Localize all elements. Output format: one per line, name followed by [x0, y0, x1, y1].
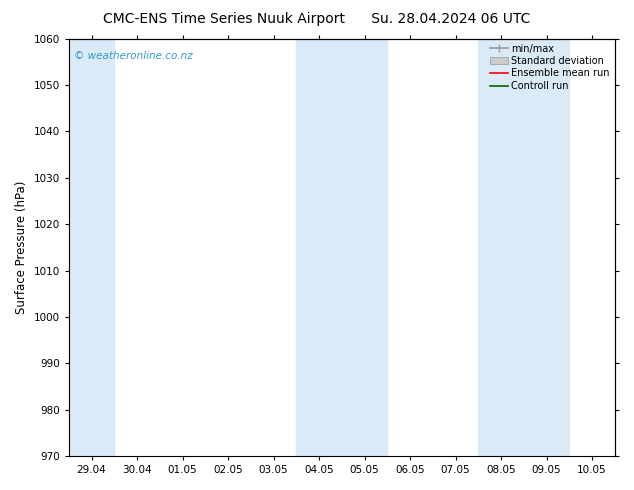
- Bar: [296, 39, 387, 456]
- Text: CMC-ENS Time Series Nuuk Airport      Su. 28.04.2024 06 UTC: CMC-ENS Time Series Nuuk Airport Su. 28.…: [103, 12, 531, 26]
- Y-axis label: Surface Pressure (hPa): Surface Pressure (hPa): [15, 181, 28, 314]
- Bar: [69, 39, 114, 456]
- Text: © weatheronline.co.nz: © weatheronline.co.nz: [74, 51, 193, 61]
- Legend: min/max, Standard deviation, Ensemble mean run, Controll run: min/max, Standard deviation, Ensemble me…: [488, 42, 612, 93]
- Bar: [478, 39, 569, 456]
